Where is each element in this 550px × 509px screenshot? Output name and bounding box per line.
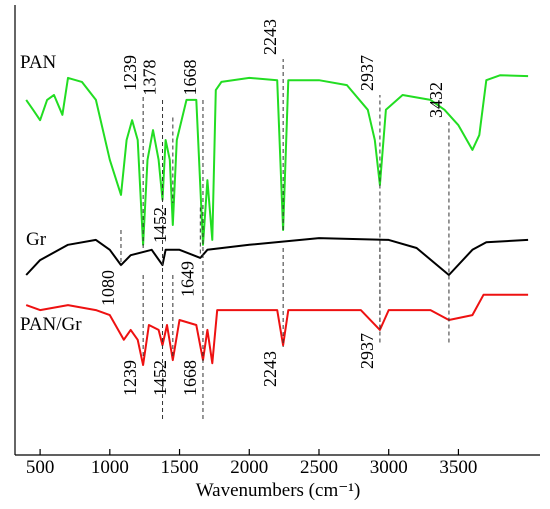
spectrum-line xyxy=(25,293,529,366)
annotation-label: 1452 xyxy=(150,360,170,396)
annotation-label: 2243 xyxy=(260,351,280,387)
annotation-label: 1649 xyxy=(177,261,197,297)
annotation-label: 1668 xyxy=(180,360,200,396)
x-tick-label: 500 xyxy=(26,457,55,478)
spectrum-line xyxy=(25,237,529,276)
annotation-label: 2243 xyxy=(260,19,280,55)
x-tick-label: 2000 xyxy=(230,457,268,478)
x-tick-label: 1000 xyxy=(91,457,129,478)
annotation-label: 2937 xyxy=(357,333,377,369)
series-label: PAN/Gr xyxy=(20,314,82,335)
annotation-label: 1239 xyxy=(120,360,140,396)
x-axis-label: Wavenumbers (cm⁻¹) xyxy=(196,480,361,501)
annotation-label: 1668 xyxy=(180,60,200,96)
annotation-label: 1080 xyxy=(98,270,118,306)
x-tick-label: 3500 xyxy=(439,457,477,478)
annotation-label: 1378 xyxy=(140,60,160,96)
series-label: PAN xyxy=(20,52,57,73)
annotation-label: 2937 xyxy=(357,55,377,91)
spectrum-line xyxy=(25,74,529,246)
x-tick-label: 1500 xyxy=(161,457,199,478)
x-tick-label: 3000 xyxy=(370,457,408,478)
annotation-label: 1452 xyxy=(150,207,170,243)
annotation-label: 1239 xyxy=(120,55,140,91)
annotation-label: 3432 xyxy=(426,82,446,118)
x-tick-label: 2500 xyxy=(300,457,338,478)
series-label: Gr xyxy=(26,229,47,250)
